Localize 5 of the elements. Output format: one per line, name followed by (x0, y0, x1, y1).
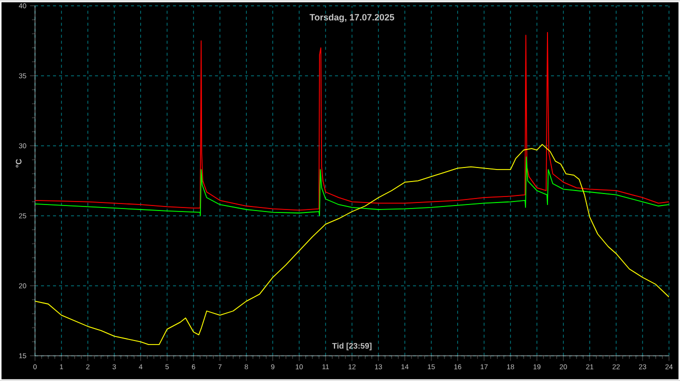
x-axis-title: Tid [23:59] (332, 342, 372, 350)
line-series (35, 156, 669, 216)
text: Torsdag, 17.07.2025 (310, 14, 394, 22)
line-series (35, 32, 669, 211)
y-axis-title: °C (16, 159, 22, 168)
